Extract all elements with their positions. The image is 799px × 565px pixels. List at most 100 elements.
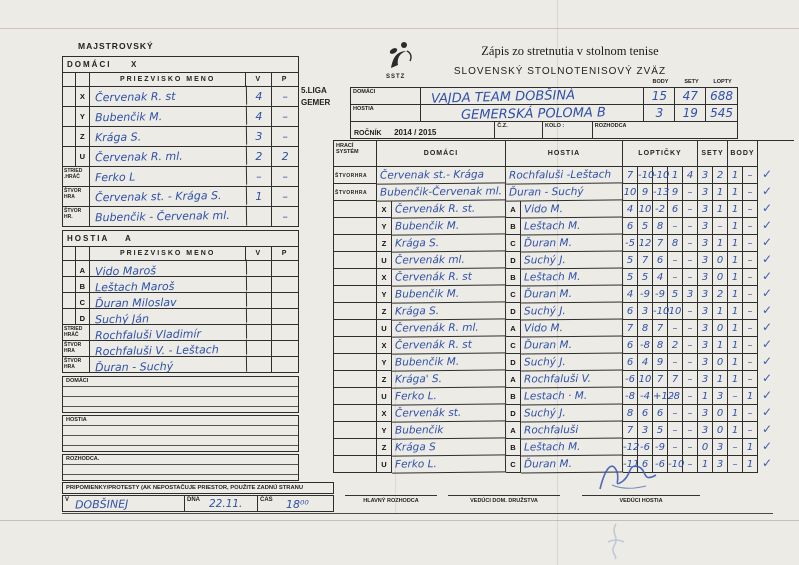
game-balls-value: 6 [623,354,638,371]
row-type-cell [334,286,377,303]
player-name: Ďuran Miloslav [89,291,247,310]
hostia-player-name: Lestach · M. [520,387,624,406]
col-header-hostia: HOSTIA [506,141,623,167]
sets-value: 3 [713,388,728,405]
hostia-team-cell: GEMERSKÁ POLOMA B [421,105,645,123]
hostia-letter: A [506,422,521,439]
sets-value: 1 [713,371,728,388]
player-p: – [282,130,288,143]
player-v: 2 [246,147,273,166]
domaci-player-name: Červenák st. [391,404,507,423]
points-value: 1 [728,303,743,320]
letter-col-header [76,73,90,86]
name-col-header: PRIEZVISKO MENO [90,247,247,260]
match-row: X Červenák st. D Suchý J. 8 6 6– –3 0 1– ✓ [334,404,794,423]
checkbox-cell [63,261,76,276]
match-row: Y Bubenčik A Rochfaluši 7 3 5– –3 0 1– ✓ [334,421,794,440]
body-col-header: BODY [652,79,669,85]
points-value: – [743,269,758,286]
remarks-strip: PRIPOMIENKY/PROTESTY (AK NEPOSTAČUJE PRI… [62,482,334,494]
game-balls-value: – [668,218,683,235]
sets-value: 0 [713,252,728,269]
player-p: 2 [281,150,289,163]
hostia-pair-name: Ďuran - Suchý [505,183,624,202]
row-type-label: ŠTVOR HRA [63,187,90,206]
game-balls-value: 6 [638,456,653,473]
sets-value: 0 [698,439,713,456]
game-balls-value: -5 [623,235,638,252]
player-p [272,261,298,276]
sets-value: 1 [713,184,728,201]
domaci-letter: X [377,269,392,286]
hostia-player-name: Ďuran M. [520,234,624,253]
sstz-logo-text: SSTZ [386,74,406,80]
hostia-letter: B [506,439,521,456]
match-row: X Červenák R. st B Leštach M. 5 5 4– –3 0 1– ✓ [334,268,794,287]
player-letter: B [76,277,90,292]
game-balls-value: – [683,456,698,473]
domaci-player-name: Krága S. [391,302,507,321]
league-line1: 5.LIGA [301,86,327,95]
player-v [246,309,273,324]
points-value: 1 [728,167,743,184]
player-v [246,341,273,356]
game-balls-value: 4 [653,269,668,286]
notes-hostia-box: HOSTIA [62,415,299,452]
domaci-players-table: PRIEZVISKO MENO V P X Červenak R. st 4– Y Buben… [62,72,299,229]
points-value: – [728,388,743,405]
hlavny-rozhodca-line: HLAVNÝ ROZHODCA [345,495,437,504]
sets-value: 3 [698,252,713,269]
game-balls-value: – [683,405,698,422]
hostia-player-name: Suchý J. [520,353,624,372]
game-balls-value: +12 [653,388,674,405]
game-balls-value: 8 [653,337,668,354]
row-checkmark: ✓ [761,456,773,470]
player-name: Ferko L [89,165,247,188]
row-checkmark: ✓ [761,405,773,419]
row-checkmark: ✓ [761,218,773,232]
points-value: 1 [728,252,743,269]
sets-value: 3 [698,201,713,218]
domaci-letter: U [377,252,392,269]
points-value: 1 [743,388,758,405]
hraci-system-header: HRACÍ SYSTÉM [334,141,377,167]
match-row: Z Krága S. D Suchý J. 6 3 -10 10–3 1 1– ✓ [334,302,794,321]
game-balls-value: -10 [668,456,684,473]
league-line2: GEMER [301,98,331,107]
hostia-letter: D [506,303,521,320]
game-balls-value: 4 [623,201,638,218]
blank-line [63,386,298,396]
rocnik-row: ROČNÍK 2014 / 2015 Č.Z. KOLO : ROZHODCA [351,122,737,139]
game-balls-value: – [668,422,683,439]
game-balls-value: – [683,422,698,439]
roster-header-row: PRIEZVISKO MENO V P [63,73,298,87]
domaci-letter: U [377,320,392,337]
player-letter: Y [76,107,90,126]
hostia-player-name: Rochfaluši [520,421,624,440]
sets-value: 3 [698,167,713,184]
hostia-player-name: Suchý J. [520,251,624,270]
sets-value: 1 [713,303,728,320]
domaci-player-name: Červenák ml. [391,251,507,270]
row-checkmark: ✓ [761,439,773,453]
hostia-letter: C [506,456,521,473]
row-type-label: STRIED .HRÁČ [63,167,90,186]
domaci-letter: Z [377,439,392,456]
player-letter: Z [76,127,90,146]
game-balls-value: – [683,303,698,320]
blank-line [63,445,298,455]
player-name: Červenak R. ml. [89,145,247,168]
kolo-label: KOLO : [543,122,593,139]
sets-value: 3 [698,371,713,388]
row-checkmark: ✓ [761,201,773,215]
game-balls-value: 7 [668,371,683,388]
row-type-cell [334,252,377,269]
player-p [272,293,298,308]
points-value: 1 [728,354,743,371]
game-balls-value: 5 [653,422,668,439]
game-balls-value: 7 [623,167,638,184]
points-value: – [743,235,758,252]
sets-value: 3 [698,269,713,286]
hostia-player-name: Leštach M. [520,268,624,287]
game-balls-value: 10 [638,371,653,388]
